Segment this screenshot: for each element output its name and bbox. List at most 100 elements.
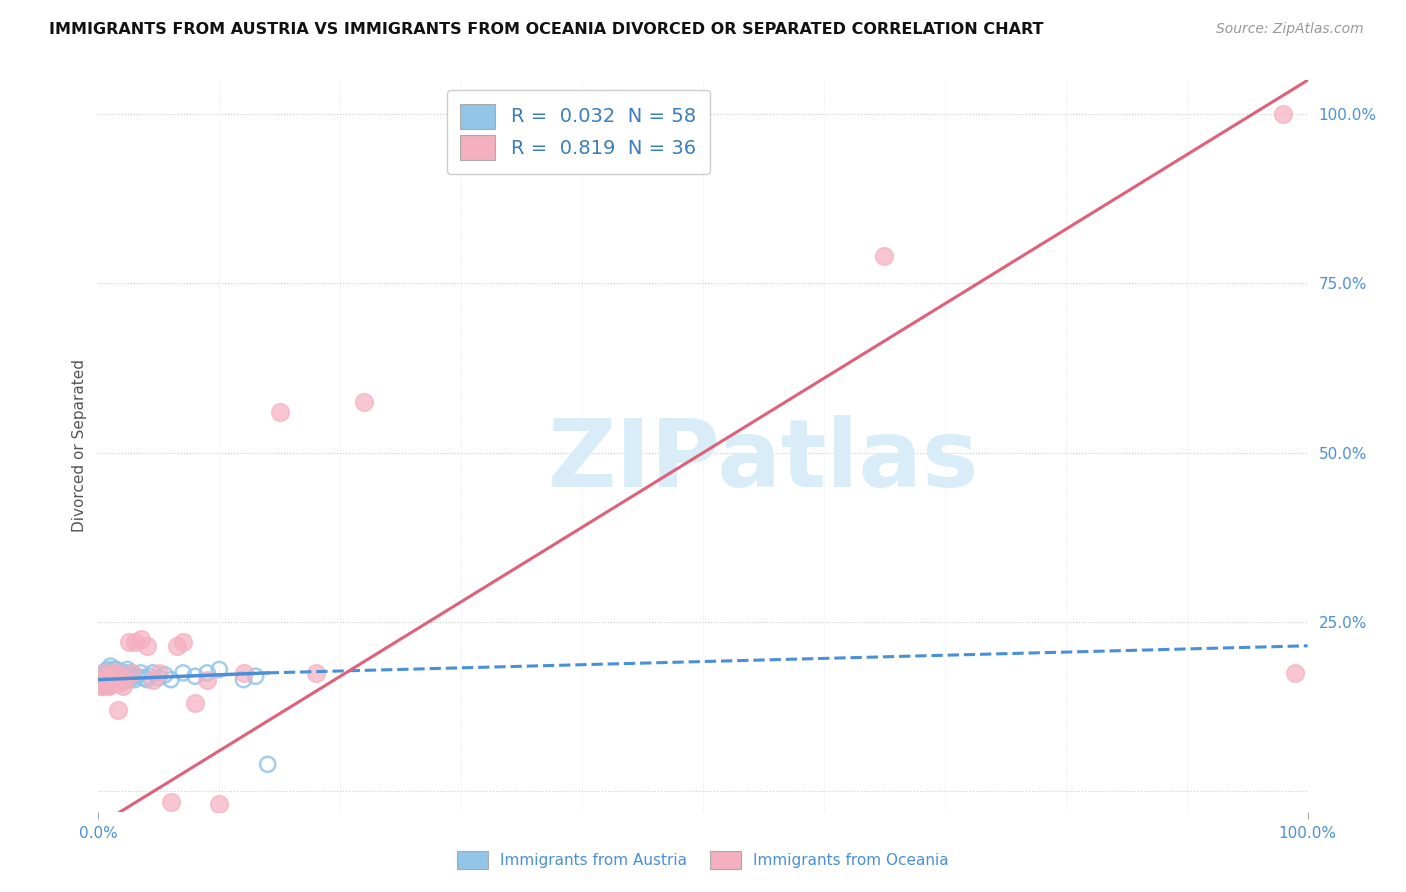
Point: [134, 671, 156, 685]
Point: [232, 665, 254, 680]
Point: [91, 680, 114, 694]
Point: [172, 635, 194, 649]
Point: [135, 673, 157, 687]
Point: [100, 669, 122, 683]
Point: [100, 659, 122, 673]
Point: [117, 663, 139, 677]
Point: [105, 663, 128, 677]
Point: [93, 668, 115, 682]
Point: [108, 673, 131, 687]
Point: [122, 668, 145, 682]
Point: [98, 673, 121, 687]
Point: [138, 669, 160, 683]
Point: [97, 669, 120, 683]
Text: ZIPatlas: ZIPatlas: [548, 415, 979, 507]
Point: [89, 680, 111, 694]
Point: [90, 680, 112, 694]
Y-axis label: Divorced or Separated: Divorced or Separated: [72, 359, 87, 533]
Point: [195, 665, 218, 680]
Point: [94, 671, 117, 685]
Point: [142, 673, 165, 687]
Point: [107, 676, 129, 690]
Text: IMMIGRANTS FROM AUSTRIA VS IMMIGRANTS FROM OCEANIA DIVORCED OR SEPARATED CORRELA: IMMIGRANTS FROM AUSTRIA VS IMMIGRANTS FR…: [49, 22, 1043, 37]
Point: [112, 668, 135, 682]
Point: [121, 665, 143, 680]
Point: [96, 673, 118, 687]
Point: [166, 639, 188, 653]
Point: [121, 671, 143, 685]
Point: [114, 673, 136, 687]
Point: [91, 673, 114, 687]
Point: [184, 697, 207, 711]
Point: [269, 405, 291, 419]
Point: [208, 663, 231, 677]
Point: [96, 665, 118, 680]
Point: [148, 665, 170, 680]
Point: [232, 673, 254, 687]
Point: [101, 665, 124, 680]
Point: [1272, 107, 1295, 121]
Point: [114, 671, 136, 685]
Point: [104, 673, 127, 687]
Legend: R =  0.032  N = 58, R =  0.819  N = 36: R = 0.032 N = 58, R = 0.819 N = 36: [447, 90, 710, 174]
Point: [103, 673, 125, 687]
Point: [101, 665, 124, 680]
Point: [184, 669, 207, 683]
Point: [873, 249, 896, 263]
Point: [90, 674, 112, 689]
Point: [100, 676, 122, 690]
Point: [305, 665, 328, 680]
Point: [111, 680, 134, 694]
Point: [108, 665, 131, 680]
Point: [256, 757, 278, 772]
Point: [160, 673, 183, 687]
Point: [91, 665, 114, 680]
Point: [90, 669, 112, 683]
Point: [93, 676, 115, 690]
Point: [91, 673, 114, 687]
Point: [98, 680, 121, 694]
Point: [208, 797, 231, 811]
Point: [129, 665, 152, 680]
Point: [118, 635, 141, 649]
Point: [195, 673, 218, 687]
Point: [353, 395, 375, 409]
Point: [153, 668, 176, 682]
Point: [1284, 665, 1306, 680]
Point: [111, 669, 134, 683]
Point: [118, 673, 141, 687]
Point: [110, 671, 132, 685]
Point: [245, 669, 267, 683]
Point: [127, 669, 149, 683]
Point: [97, 663, 120, 677]
Point: [91, 671, 114, 685]
Point: [97, 669, 120, 683]
Point: [101, 673, 124, 687]
Point: [105, 669, 128, 683]
Point: [148, 671, 170, 685]
Point: [100, 676, 122, 690]
Point: [108, 676, 131, 690]
Point: [142, 665, 165, 680]
Point: [124, 635, 146, 649]
Point: [118, 669, 141, 683]
Text: Source: ZipAtlas.com: Source: ZipAtlas.com: [1216, 22, 1364, 37]
Point: [100, 665, 122, 680]
Point: [93, 665, 115, 680]
Point: [98, 680, 121, 694]
Point: [91, 677, 114, 691]
Point: [124, 673, 146, 687]
Point: [172, 665, 194, 680]
Point: [120, 665, 142, 680]
Point: [96, 674, 118, 689]
Point: [105, 665, 128, 680]
Point: [94, 676, 117, 690]
Point: [107, 703, 129, 717]
Point: [135, 639, 157, 653]
Point: [103, 663, 125, 677]
Point: [94, 664, 117, 678]
Point: [129, 632, 152, 646]
Point: [115, 665, 138, 680]
Point: [160, 795, 183, 809]
Legend: Immigrants from Austria, Immigrants from Oceania: Immigrants from Austria, Immigrants from…: [451, 845, 955, 875]
